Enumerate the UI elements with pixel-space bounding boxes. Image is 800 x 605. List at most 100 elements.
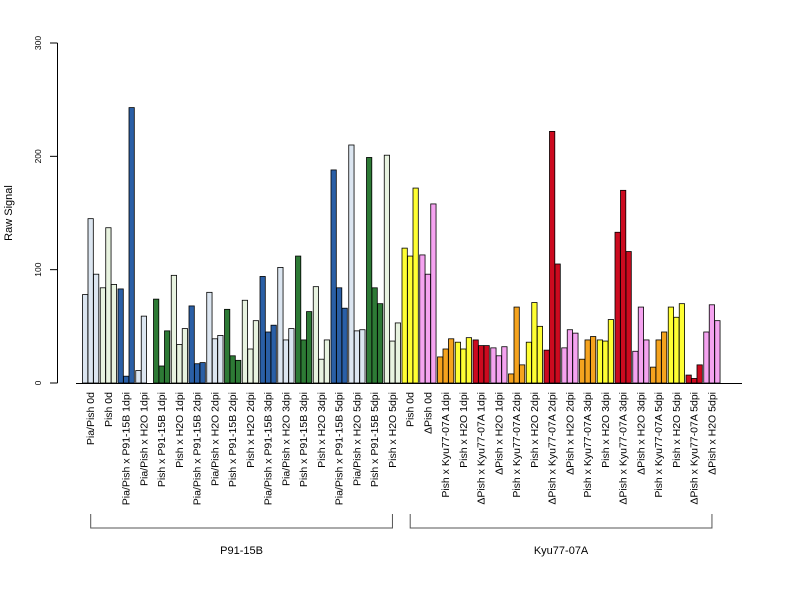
bar bbox=[153, 298, 160, 384]
bar bbox=[673, 316, 680, 384]
bar bbox=[602, 340, 609, 384]
x-tick-label: Pish x Kyu77-07A 3dpi bbox=[582, 392, 594, 498]
bar-group bbox=[685, 364, 703, 384]
bar bbox=[330, 169, 337, 384]
bar bbox=[678, 303, 685, 384]
x-tick-label: ΔPish x H2O 2dpi bbox=[564, 392, 576, 475]
bar-group bbox=[99, 227, 117, 384]
bar bbox=[412, 187, 419, 384]
bar-group bbox=[366, 157, 384, 384]
bar bbox=[288, 328, 295, 384]
bar bbox=[696, 364, 703, 384]
bar-group bbox=[472, 339, 490, 384]
bar bbox=[241, 299, 248, 384]
bar bbox=[572, 332, 579, 384]
x-tick-label: Pia/Pish x H2O 5dpi bbox=[351, 392, 363, 486]
bar bbox=[170, 274, 177, 384]
x-tick-label: ΔPish x Kyu77-07A 1dpi bbox=[476, 392, 488, 505]
bar bbox=[117, 288, 124, 384]
bar-group bbox=[277, 266, 295, 384]
bar-group bbox=[650, 331, 668, 384]
bar bbox=[353, 330, 360, 384]
bar bbox=[579, 358, 586, 384]
strain-group-bracket bbox=[90, 514, 393, 529]
x-tick-label: Pish 0d bbox=[405, 392, 417, 427]
bar-group bbox=[241, 299, 259, 384]
bar bbox=[508, 373, 515, 384]
bar bbox=[525, 341, 532, 384]
bar bbox=[632, 350, 639, 384]
bar-group bbox=[614, 189, 632, 384]
bar-group bbox=[170, 274, 188, 384]
bar bbox=[341, 307, 348, 384]
x-tick-label: Pish x H2O 3dpi bbox=[600, 392, 612, 468]
bar bbox=[377, 303, 384, 384]
x-tick-label: Pia/Pish x P91-15B 5dpi bbox=[334, 392, 346, 505]
bar-group bbox=[490, 346, 508, 384]
bar bbox=[584, 339, 591, 384]
bar-group bbox=[579, 336, 597, 384]
bar bbox=[661, 331, 668, 384]
bar bbox=[596, 339, 603, 384]
bar-group bbox=[312, 286, 330, 384]
bar bbox=[277, 266, 284, 384]
x-tick-label: Pia/Pish x H2O 1dpi bbox=[138, 392, 150, 486]
x-tick-label: Pish x H2O 1dpi bbox=[174, 392, 186, 468]
bar bbox=[359, 329, 366, 384]
y-tick-label: 0 bbox=[33, 380, 43, 385]
x-tick-label: ΔPish x Kyu77-07A 2dpi bbox=[547, 392, 559, 505]
bar-group bbox=[454, 337, 472, 384]
bar bbox=[158, 365, 165, 384]
bar bbox=[531, 302, 538, 384]
bar bbox=[554, 263, 561, 384]
x-tick-label: Pish x P91-15B 1dpi bbox=[156, 392, 168, 487]
x-tick-label: Pish x P91-15B 2dpi bbox=[227, 392, 239, 487]
bar bbox=[348, 144, 355, 384]
bar bbox=[490, 347, 497, 384]
bar bbox=[549, 130, 556, 384]
bar-group bbox=[419, 203, 437, 384]
bar bbox=[703, 331, 710, 384]
x-tick-label: Pish x P91-15B 5dpi bbox=[369, 392, 381, 487]
x-tick-label: ΔPish x Kyu77-07A 5dpi bbox=[689, 392, 701, 505]
bar bbox=[82, 294, 89, 384]
bar bbox=[430, 203, 437, 384]
x-tick-labels: Pia/Pish 0d Pish 0d Pia/Pish x P91-15B 1dp… bbox=[85, 392, 718, 505]
bar bbox=[620, 189, 627, 384]
bar bbox=[282, 339, 289, 384]
bars bbox=[82, 107, 721, 384]
x-tick-label: ΔPish x H2O 5dpi bbox=[706, 392, 718, 475]
bar-group bbox=[667, 303, 685, 384]
bar bbox=[691, 378, 698, 384]
bar bbox=[110, 283, 117, 384]
bar bbox=[323, 339, 330, 384]
bar-group bbox=[82, 218, 100, 384]
x-tick-label: Pia/Pish x P91-15B 1dpi bbox=[121, 392, 133, 505]
y-axis-label: Raw Signal bbox=[3, 185, 15, 241]
x-tick-label: Pish x H2O 3dpi bbox=[316, 392, 328, 468]
bar bbox=[224, 308, 231, 384]
bar bbox=[176, 344, 183, 384]
bar bbox=[655, 339, 662, 384]
bar bbox=[206, 291, 213, 384]
bar bbox=[590, 336, 597, 384]
bar bbox=[667, 306, 674, 384]
bar bbox=[93, 273, 100, 384]
bar bbox=[536, 325, 543, 384]
bar bbox=[495, 355, 502, 384]
x-tick-label: ΔPish x Kyu77-07A 3dpi bbox=[618, 392, 630, 505]
bar bbox=[270, 324, 277, 384]
bar bbox=[105, 227, 112, 384]
bar-group bbox=[135, 315, 147, 384]
bar-group bbox=[703, 304, 721, 384]
x-tick-label: ΔPish x H2O 1dpi bbox=[493, 392, 505, 475]
bar-group bbox=[596, 319, 614, 384]
x-tick-label: Pia/Pish x P91-15B 2dpi bbox=[192, 392, 204, 505]
x-tick-label: Pia/Pish x H2O 3dpi bbox=[280, 392, 292, 486]
x-tick-label: Pia/Pish x H2O 2dpi bbox=[209, 392, 221, 486]
bar bbox=[483, 345, 490, 384]
bar bbox=[454, 341, 461, 384]
bar bbox=[607, 319, 614, 384]
x-tick-label: Pia/Pish 0d bbox=[85, 392, 97, 445]
